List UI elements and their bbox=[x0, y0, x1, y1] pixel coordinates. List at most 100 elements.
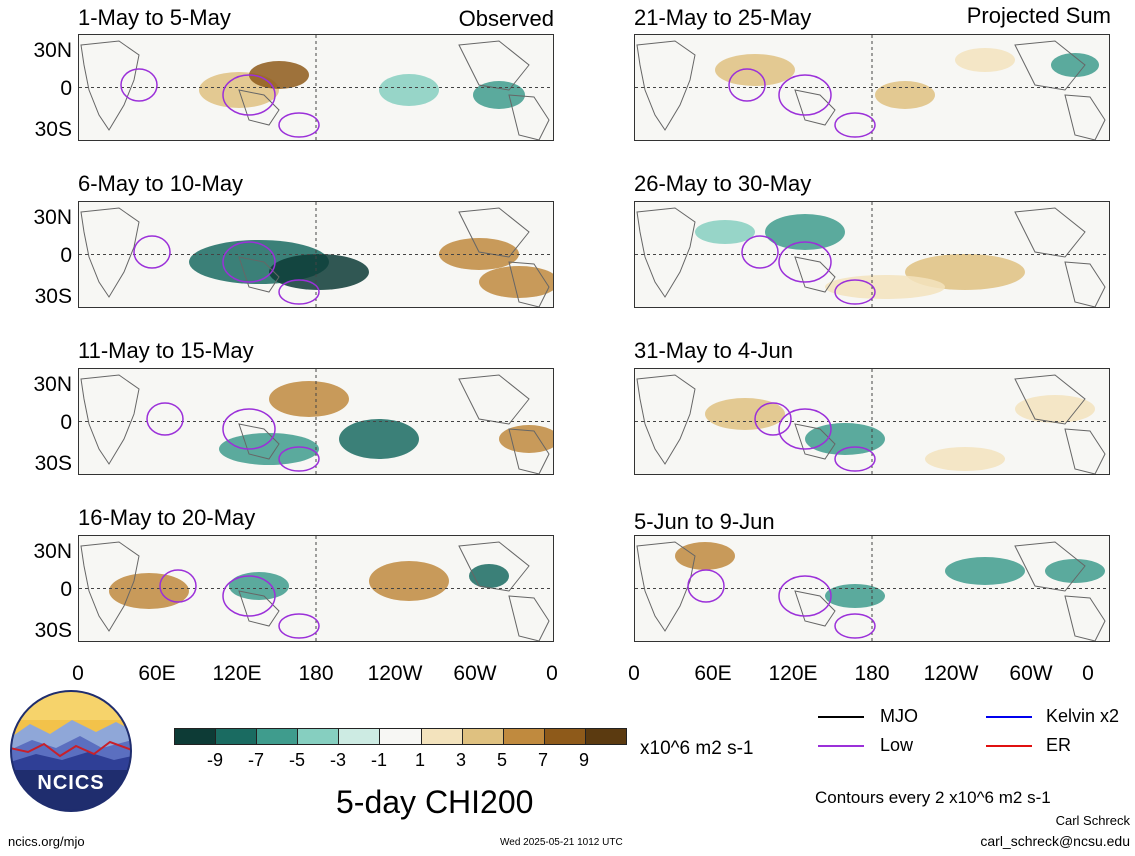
low-contour bbox=[741, 235, 779, 269]
map-panel bbox=[634, 34, 1110, 141]
footer-email: carl_schreck@ncsu.edu bbox=[980, 833, 1130, 849]
coastline bbox=[1014, 207, 1086, 258]
lon-label: 0 bbox=[546, 662, 558, 685]
colorbar-cell bbox=[215, 728, 258, 745]
map-shading bbox=[635, 536, 1109, 641]
map-shading bbox=[79, 202, 553, 307]
anomaly-blob bbox=[219, 433, 319, 465]
coastline bbox=[508, 595, 550, 641]
coastline bbox=[636, 541, 696, 632]
map-panel bbox=[634, 535, 1110, 642]
low-contour bbox=[728, 68, 766, 102]
low-contour bbox=[222, 74, 276, 116]
contours-note: Contours every 2 x10^6 m2 s-1 bbox=[815, 788, 1051, 807]
colorbar-tick: 1 bbox=[414, 750, 425, 770]
colorbar-cell bbox=[461, 728, 504, 745]
projected-label: Projected Sum bbox=[966, 3, 1111, 28]
low-contour bbox=[778, 241, 832, 283]
coastline bbox=[1014, 541, 1086, 592]
panel-title: 1-May to 5-May bbox=[78, 5, 231, 30]
low-contour bbox=[133, 235, 171, 269]
colorbar-tick: -5 bbox=[288, 750, 305, 770]
panel-title: 16-May to 20-May bbox=[78, 505, 256, 530]
anomaly-blob bbox=[469, 564, 509, 588]
anomaly-blob bbox=[369, 561, 449, 601]
anomaly-blob bbox=[805, 423, 885, 455]
coastline bbox=[794, 89, 836, 126]
lon-label: 0 bbox=[628, 662, 640, 685]
coastline bbox=[508, 94, 550, 140]
map-shading bbox=[635, 35, 1109, 140]
anomaly-blob bbox=[269, 381, 349, 417]
coastline bbox=[458, 374, 530, 425]
lat-label: 0 bbox=[60, 578, 72, 601]
legend-label-er: ER bbox=[1046, 735, 1072, 755]
lat-label: 30N bbox=[33, 39, 72, 62]
low-contour bbox=[222, 408, 276, 450]
lat-label: 30S bbox=[34, 118, 72, 141]
map-panel bbox=[78, 368, 554, 475]
anomaly-blob bbox=[1015, 395, 1095, 423]
lon-label: 60W bbox=[453, 662, 497, 685]
lat-label: 30S bbox=[34, 285, 72, 308]
panel-title: 21-May to 25-May bbox=[634, 5, 812, 30]
footer-timestamp: Wed 2025-05-21 1012 UTC bbox=[500, 837, 623, 848]
low-contour bbox=[222, 575, 276, 617]
main-title: 5-day CHI200 bbox=[336, 784, 534, 820]
anomaly-blob bbox=[825, 275, 945, 299]
coastline bbox=[1064, 94, 1106, 140]
coastline bbox=[80, 541, 140, 632]
anomaly-blob bbox=[825, 584, 885, 608]
map-shading bbox=[635, 202, 1109, 307]
colorbar-cell bbox=[379, 728, 422, 745]
coastline bbox=[80, 207, 140, 298]
low-contour bbox=[754, 402, 792, 436]
low-contour bbox=[159, 569, 197, 603]
ncics-logo: NCICS bbox=[10, 690, 132, 812]
coastline bbox=[636, 207, 696, 298]
map-shading bbox=[79, 536, 553, 641]
lat-label: 30S bbox=[34, 452, 72, 475]
legend-line-low bbox=[818, 745, 864, 747]
colorbar-tick: 5 bbox=[496, 750, 507, 770]
low-contour bbox=[778, 408, 832, 450]
lon-label: 120E bbox=[768, 662, 818, 685]
low-contour bbox=[687, 569, 725, 603]
colorbar-tick: -3 bbox=[329, 750, 346, 770]
lon-label: 180 bbox=[854, 662, 890, 685]
colorbar-cell bbox=[502, 728, 545, 745]
low-contour bbox=[278, 279, 320, 305]
anomaly-blob bbox=[379, 74, 439, 106]
colorbar-tick: 3 bbox=[455, 750, 466, 770]
colorbar-tick: 9 bbox=[578, 750, 589, 770]
low-contour bbox=[834, 112, 876, 138]
anomaly-blob bbox=[479, 266, 553, 298]
colorbar-cell bbox=[420, 728, 463, 745]
lat-label: 30N bbox=[33, 206, 72, 229]
coastline bbox=[508, 261, 550, 307]
map-panel bbox=[634, 368, 1110, 475]
low-contour bbox=[778, 575, 832, 617]
map-panel bbox=[634, 201, 1110, 308]
colorbar-units: x10^6 m2 s-1 bbox=[640, 738, 754, 759]
legend-line-kelvin bbox=[986, 716, 1032, 718]
panel-title: 26-May to 30-May bbox=[634, 171, 812, 196]
lon-label: 60W bbox=[1009, 662, 1053, 685]
lat-label: 0 bbox=[60, 77, 72, 100]
footer-author: Carl Schreck bbox=[1055, 813, 1130, 828]
coastline bbox=[508, 428, 550, 474]
legend-line-mjo bbox=[818, 716, 864, 718]
colorbar-cell bbox=[584, 728, 627, 745]
coastline bbox=[1014, 374, 1086, 425]
panel-title: 31-May to 4-Jun bbox=[634, 338, 793, 363]
lat-label: 0 bbox=[60, 244, 72, 267]
lon-label: 180 bbox=[298, 662, 334, 685]
anomaly-blob bbox=[109, 573, 189, 609]
lon-label: 60E bbox=[694, 662, 732, 685]
legend-label-kelvin: Kelvin x2 bbox=[1046, 706, 1120, 726]
lat-label: 30N bbox=[33, 373, 72, 396]
anomaly-blob bbox=[765, 214, 845, 250]
low-contour bbox=[278, 112, 320, 138]
low-contour bbox=[278, 446, 320, 472]
lon-label: 120E bbox=[212, 662, 262, 685]
